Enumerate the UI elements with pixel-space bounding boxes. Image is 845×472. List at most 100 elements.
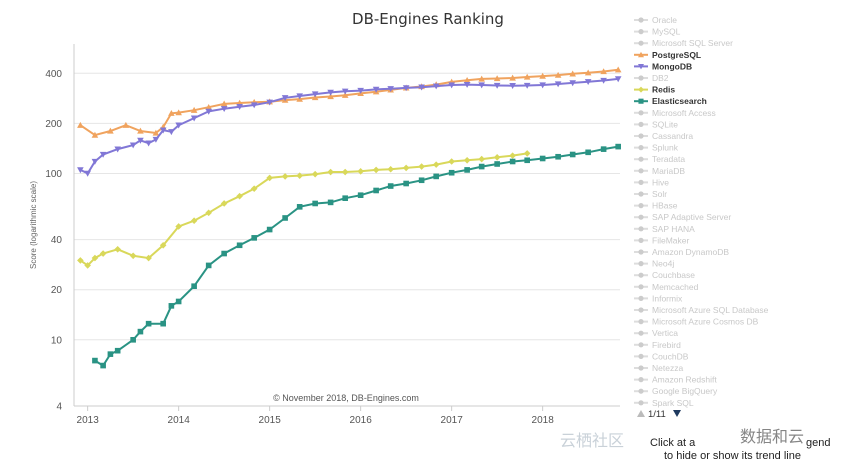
pager-up-icon[interactable]: [637, 410, 645, 417]
legend-item-redis[interactable]: Redis: [634, 85, 675, 95]
legend-label: Microsoft Azure SQL Database: [652, 305, 769, 315]
y-tick-label: 100: [45, 169, 62, 180]
legend-item-db2[interactable]: DB2: [634, 73, 669, 83]
legend-item-filemaker[interactable]: FileMaker: [634, 235, 689, 245]
data-point-postgresql: [168, 109, 175, 116]
legend-item-netezza[interactable]: Netezza: [634, 363, 683, 373]
data-point-redis: [523, 150, 531, 157]
legend-item-amazon-redshift[interactable]: Amazon Redshift: [634, 375, 717, 385]
data-point-elasticsearch: [296, 204, 303, 210]
data-point-elasticsearch: [373, 187, 379, 194]
legend-item-splunk[interactable]: Splunk: [634, 143, 679, 153]
legend-item-sap-adaptive-server[interactable]: SAP Adaptive Server: [634, 212, 731, 222]
data-point-mongodb: [493, 82, 501, 89]
legend-item-hbase[interactable]: HBase: [634, 201, 678, 211]
legend-pager[interactable]: 1/11: [637, 409, 681, 420]
legend-marker-sap-hana: [638, 226, 644, 232]
data-point-elasticsearch: [114, 347, 121, 354]
legend-item-vertica[interactable]: Vertica: [634, 328, 678, 338]
legend-item-amazon-dynamodb[interactable]: Amazon DynamoDB: [634, 247, 729, 257]
data-point-elasticsearch: [145, 320, 152, 327]
legend-marker-mariadb: [638, 168, 644, 174]
data-point-elasticsearch: [236, 242, 243, 249]
data-point-elasticsearch: [168, 303, 175, 309]
legend-label: Vertica: [652, 328, 678, 338]
legend-marker-vertica: [638, 330, 644, 336]
legend-item-neo4j[interactable]: Neo4j: [634, 259, 674, 269]
legend-item-microsoft-azure-cosmos-db[interactable]: Microsoft Azure Cosmos DB: [634, 317, 759, 327]
legend-item-sqlite[interactable]: SQLite: [634, 119, 678, 129]
legend-item-memcached[interactable]: Memcached: [634, 282, 699, 292]
data-point-postgresql: [569, 70, 576, 77]
legend-item-informix[interactable]: Informix: [634, 293, 683, 303]
legend-label: Couchbase: [652, 270, 695, 280]
legend-marker-filemaker: [638, 237, 644, 243]
data-point-redis: [432, 161, 440, 168]
legend-item-oracle[interactable]: Oracle: [634, 15, 677, 25]
series-redis[interactable]: [77, 150, 531, 269]
data-point-redis: [114, 245, 121, 253]
data-point-mongodb: [418, 84, 425, 91]
legend-item-microsoft-azure-sql-database[interactable]: Microsoft Azure SQL Database: [634, 305, 769, 315]
legend-item-spark-sql[interactable]: Spark SQL: [634, 398, 694, 408]
legend-item-firebird[interactable]: Firebird: [634, 340, 681, 350]
series-mongodb[interactable]: [77, 76, 622, 177]
legend-item-mysql[interactable]: MySQL: [634, 27, 681, 37]
legend-marker-netezza: [638, 365, 644, 371]
data-point-mongodb: [539, 82, 546, 89]
x-tick-label: 2015: [259, 415, 282, 426]
legend-item-teradata[interactable]: Teradata: [634, 154, 685, 164]
legend-label: SQLite: [652, 119, 678, 129]
data-point-postgresql: [175, 109, 182, 116]
legend-label: SAP HANA: [652, 224, 695, 234]
data-point-mongodb: [584, 79, 592, 86]
legend-item-mariadb[interactable]: MariaDB: [634, 166, 685, 176]
data-point-mongodb: [387, 86, 394, 93]
series-postgresql[interactable]: [77, 66, 622, 138]
data-point-mongodb: [478, 82, 485, 89]
legend-item-elasticsearch[interactable]: Elasticsearch: [634, 96, 707, 106]
legend-marker-amazon-dynamodb: [638, 249, 644, 255]
data-point-postgresql: [190, 106, 198, 113]
legend-label: Hive: [652, 177, 669, 187]
hint-line-1: Click at a: [650, 437, 696, 449]
data-point-redis: [266, 174, 273, 182]
legend-item-couchdb[interactable]: CouchDB: [634, 351, 689, 361]
legend-marker-sqlite: [638, 121, 644, 127]
series-elasticsearch[interactable]: [92, 143, 621, 369]
data-point-mongodb: [145, 140, 152, 147]
legend-item-solr[interactable]: Solr: [634, 189, 667, 199]
chart-credit: © November 2018, DB-Engines.com: [273, 393, 419, 403]
legend-marker-couchdb: [638, 353, 644, 359]
data-point-mongodb: [129, 142, 137, 149]
legend-item-cassandra[interactable]: Cassandra: [634, 131, 693, 141]
legend-item-sap-hana[interactable]: SAP HANA: [634, 224, 695, 234]
data-point-elasticsearch: [107, 351, 114, 357]
legend-marker-hive: [638, 179, 644, 185]
legend-item-google-bigquery[interactable]: Google BigQuery: [634, 386, 718, 396]
data-point-redis: [250, 185, 258, 192]
legend-item-hive[interactable]: Hive: [634, 177, 669, 187]
legend-item-microsoft-sql-server[interactable]: Microsoft SQL Server: [634, 38, 733, 48]
legend-item-postgresql[interactable]: PostgreSQL: [634, 50, 701, 60]
legend-item-couchbase[interactable]: Couchbase: [634, 270, 695, 280]
legend-marker-neo4j: [638, 261, 644, 267]
data-point-postgresql: [77, 121, 84, 128]
data-point-postgresql: [107, 127, 114, 134]
legend-label: Amazon Redshift: [652, 375, 717, 385]
grid: [73, 44, 620, 407]
legend-marker-sap-adaptive-server: [638, 214, 644, 220]
legend-marker-couchbase: [638, 272, 644, 278]
data-point-elasticsearch: [387, 183, 394, 189]
data-point-mongodb: [372, 86, 380, 93]
pager-down-icon[interactable]: [673, 410, 681, 417]
legend-item-mongodb[interactable]: MongoDB: [634, 61, 692, 71]
data-point-redis: [190, 217, 198, 224]
data-point-redis: [478, 155, 485, 163]
data-point-redis: [281, 173, 289, 180]
legend-item-microsoft-access[interactable]: Microsoft Access: [634, 108, 716, 118]
x-tick-label: 2013: [77, 415, 100, 426]
data-point-mongodb: [614, 76, 622, 83]
